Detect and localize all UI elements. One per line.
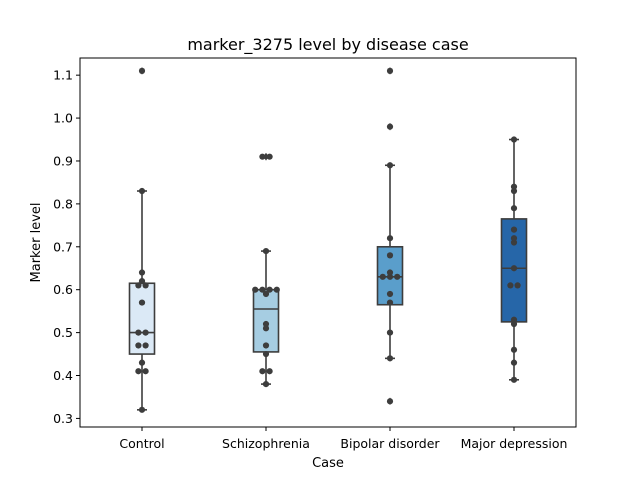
box	[252, 288, 280, 353]
data-point	[510, 376, 518, 383]
data-point	[386, 398, 394, 405]
x-axis-label: Case	[312, 456, 344, 471]
box	[128, 282, 156, 355]
y-tick-label: 1.0	[53, 111, 73, 126]
data-point	[135, 368, 142, 375]
data-point	[138, 299, 146, 306]
data-point	[510, 265, 518, 272]
swarm-group	[507, 136, 521, 383]
data-point	[262, 247, 270, 255]
data-point	[510, 205, 518, 212]
plot-area	[128, 67, 528, 413]
data-point	[510, 235, 518, 242]
swarm-group	[252, 153, 280, 388]
y-tick-label: 0.3	[53, 411, 73, 426]
data-point	[142, 329, 149, 336]
data-point	[386, 355, 394, 362]
data-point	[386, 273, 394, 280]
box-group-control	[128, 67, 156, 411]
y-tick-label: 1.1	[53, 68, 73, 83]
data-point	[262, 325, 270, 332]
y-tick-label: 0.8	[53, 196, 73, 211]
data-point	[510, 226, 518, 233]
data-point	[138, 67, 146, 74]
data-point	[273, 286, 280, 293]
plot-frame	[79, 57, 577, 428]
data-point	[510, 346, 518, 353]
data-point	[262, 290, 270, 298]
y-tick-label: 0.5	[53, 325, 73, 340]
data-point	[386, 290, 394, 298]
y-tick-label: 0.9	[53, 153, 73, 168]
data-point	[379, 273, 386, 280]
data-point	[135, 342, 142, 349]
data-point	[262, 320, 270, 328]
data-point	[266, 286, 273, 293]
data-point	[138, 359, 146, 366]
data-point	[135, 329, 142, 336]
data-point	[386, 252, 394, 259]
data-point	[266, 368, 273, 375]
y-tick-label: 0.7	[53, 239, 73, 254]
data-point	[510, 136, 518, 143]
data-point	[138, 406, 146, 413]
swarm-group	[135, 67, 149, 413]
data-point	[252, 286, 259, 293]
data-point	[259, 286, 266, 293]
data-point	[138, 187, 146, 195]
x-axis: Control Schizophrenia Bipolar disorder Majo…	[119, 427, 567, 451]
data-point	[266, 153, 273, 160]
x-tick-label: Control	[119, 436, 164, 451]
x-tick-label: Schizophrenia	[222, 436, 310, 451]
data-point	[386, 269, 394, 276]
data-point	[386, 123, 394, 130]
data-point	[510, 316, 518, 323]
chart-title: marker_3275 level by disease case	[187, 35, 468, 55]
data-point	[142, 342, 149, 349]
data-point	[142, 282, 149, 289]
x-tick-label: Bipolar disorder	[340, 436, 440, 451]
data-point	[135, 282, 142, 289]
data-point	[514, 282, 521, 289]
data-point	[259, 368, 266, 375]
data-point	[510, 187, 518, 195]
data-point	[262, 380, 270, 388]
data-point	[394, 273, 401, 280]
data-point	[138, 278, 146, 285]
y-axis-label: Marker level	[29, 203, 44, 283]
data-point	[138, 269, 146, 276]
data-point	[510, 320, 518, 328]
data-point	[262, 342, 270, 349]
data-point	[259, 153, 266, 160]
data-point	[386, 235, 394, 242]
data-point	[510, 359, 518, 366]
data-point	[510, 183, 518, 190]
data-point	[386, 329, 394, 336]
data-point	[507, 282, 514, 289]
y-tick-label: 0.6	[53, 282, 73, 297]
data-point	[386, 299, 394, 306]
data-point	[142, 368, 149, 375]
data-point	[386, 162, 394, 169]
data-point	[262, 350, 270, 358]
y-tick-label: 0.4	[53, 368, 73, 383]
y-axis: 0.3 0.4 0.5 0.6 0.7 0.8 0.9 1.0 1.1	[53, 68, 80, 426]
data-point	[510, 239, 518, 246]
x-tick-label: Major depression	[461, 436, 568, 451]
swarm-group	[379, 67, 401, 405]
data-point	[386, 67, 394, 74]
